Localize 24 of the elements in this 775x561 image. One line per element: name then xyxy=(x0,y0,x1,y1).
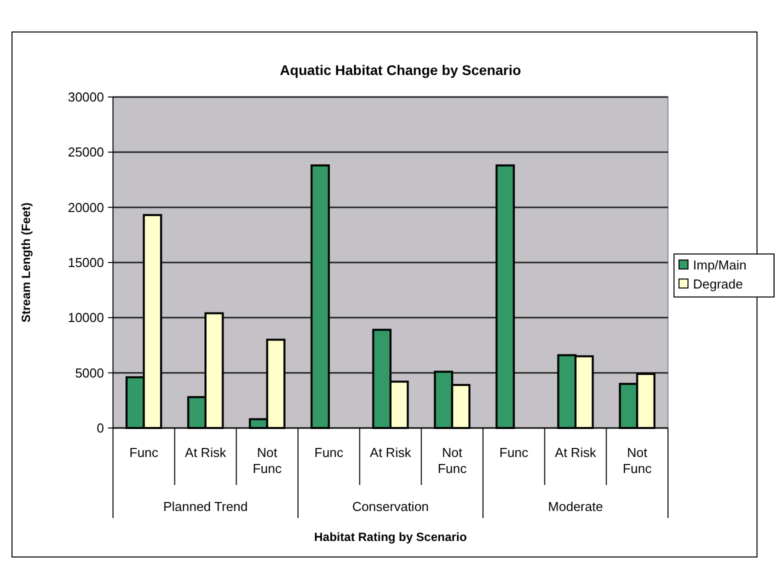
text: Conservation xyxy=(352,499,429,514)
x-tick-label: At Risk xyxy=(370,445,412,460)
x-tick-label: Not Func xyxy=(622,445,652,476)
y-tick-label: 15000 xyxy=(68,255,104,270)
x-axis-title: Habitat Rating by Scenario xyxy=(314,530,467,544)
x-tick-label: Not Func xyxy=(252,445,282,476)
y-tick-label: 10000 xyxy=(68,310,104,326)
y-tick-label: 5000 xyxy=(75,365,104,380)
y-tick-label: 0 xyxy=(96,420,104,436)
legend-label: Imp/Main xyxy=(693,258,746,273)
x-tick-label: At Risk xyxy=(554,445,597,460)
y-tick-label: 20000 xyxy=(68,200,104,215)
legend-label: Degrade xyxy=(693,276,743,292)
y-tick-label: 25000 xyxy=(68,144,104,160)
chart-title: Aquatic Habitat Change by Scenario xyxy=(280,62,522,78)
x-tick-label: Func xyxy=(129,445,159,460)
x-tick-label: Not Func xyxy=(438,445,468,476)
text: Moderate xyxy=(548,499,603,514)
x-tick-label: Func xyxy=(314,445,344,460)
x-tick-label: At Risk xyxy=(184,445,227,460)
y-axis-title: Stream Length (Feet) xyxy=(19,202,33,323)
text: Planned Trend xyxy=(163,499,248,514)
x-tick-label: Func xyxy=(499,445,529,460)
y-tick-label: 30000 xyxy=(68,90,104,105)
